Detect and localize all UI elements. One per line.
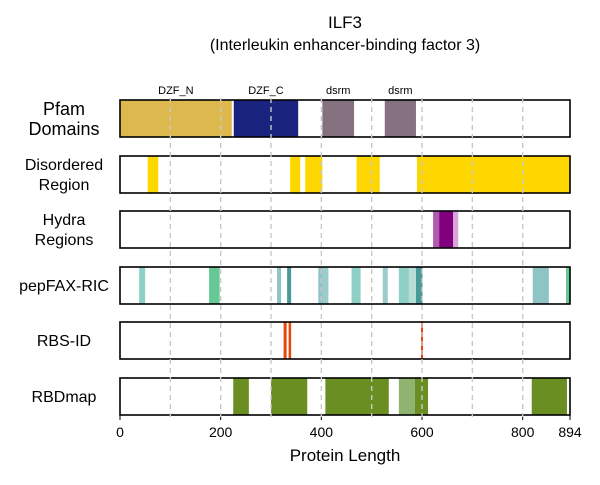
segment (323, 267, 329, 304)
segment (325, 378, 389, 415)
x-tick-label: 400 (310, 424, 334, 440)
x-axis-label: Protein Length (290, 446, 401, 465)
segment (453, 211, 459, 248)
x-tick-label: 200 (209, 424, 233, 440)
segment (384, 100, 416, 137)
segment (416, 156, 570, 193)
x-tick-label: 600 (410, 424, 434, 440)
track-label: pepFAX-RIC (19, 278, 109, 295)
segment (565, 267, 570, 304)
chart-subtitle: (Interleukin enhancer-binding factor 3) (210, 37, 480, 54)
track-label: Regions (35, 232, 94, 249)
segment (290, 156, 301, 193)
segment (147, 156, 159, 193)
track-4: RBS-ID (37, 321, 571, 360)
track-background (120, 211, 570, 248)
track-border (119, 155, 571, 194)
x-tick-label: 0 (116, 424, 124, 440)
segment (288, 322, 292, 359)
track-background (120, 322, 570, 359)
track-label: Hydra (43, 212, 86, 229)
segment (277, 267, 282, 304)
segment (233, 100, 299, 137)
segment (398, 378, 415, 415)
domain-label: dsrm (388, 85, 412, 97)
segment (415, 267, 423, 304)
track-label: Region (39, 177, 90, 194)
track-label: RBDmap (32, 389, 97, 406)
segment (421, 322, 424, 359)
segment (532, 267, 549, 304)
track-5: RBDmap (32, 377, 571, 416)
track-label: RBS-ID (37, 333, 91, 350)
segment (398, 267, 409, 304)
segment (382, 267, 388, 304)
track-border (119, 377, 571, 416)
x-tick-label: 894 (558, 424, 582, 440)
segment (233, 378, 249, 415)
segment (139, 267, 146, 304)
track-border (119, 99, 571, 138)
domain-label: dsrm (326, 85, 350, 97)
segment (318, 267, 324, 304)
track-label: Disordered (25, 157, 103, 174)
segment (531, 378, 567, 415)
track-3: pepFAX-RIC (19, 266, 571, 305)
track-background (120, 267, 570, 304)
segment (433, 211, 440, 248)
segment (287, 267, 292, 304)
segment (356, 156, 380, 193)
segment (305, 156, 323, 193)
segment (209, 267, 220, 304)
segment (283, 322, 287, 359)
domain-label: DZF_N (158, 85, 194, 97)
track-label: Domains (28, 119, 99, 139)
grid-lines (169, 98, 524, 417)
segment (408, 267, 416, 304)
segment (439, 211, 454, 248)
track-label: Pfam (43, 99, 85, 119)
track-border (119, 210, 571, 249)
segment (322, 100, 355, 137)
track-1: Disordered Region (25, 155, 571, 194)
domain-label: DZF_C (248, 85, 284, 97)
x-tick-label: 800 (511, 424, 535, 440)
segment (351, 267, 361, 304)
segment (120, 100, 232, 137)
track-border (119, 266, 571, 305)
track-2: Hydra Regions (35, 210, 571, 249)
track-border (119, 321, 571, 360)
chart-title: ILF3 (328, 13, 362, 32)
segment (271, 378, 308, 415)
x-axis: 0 200 400 600 800 894 (116, 415, 582, 440)
